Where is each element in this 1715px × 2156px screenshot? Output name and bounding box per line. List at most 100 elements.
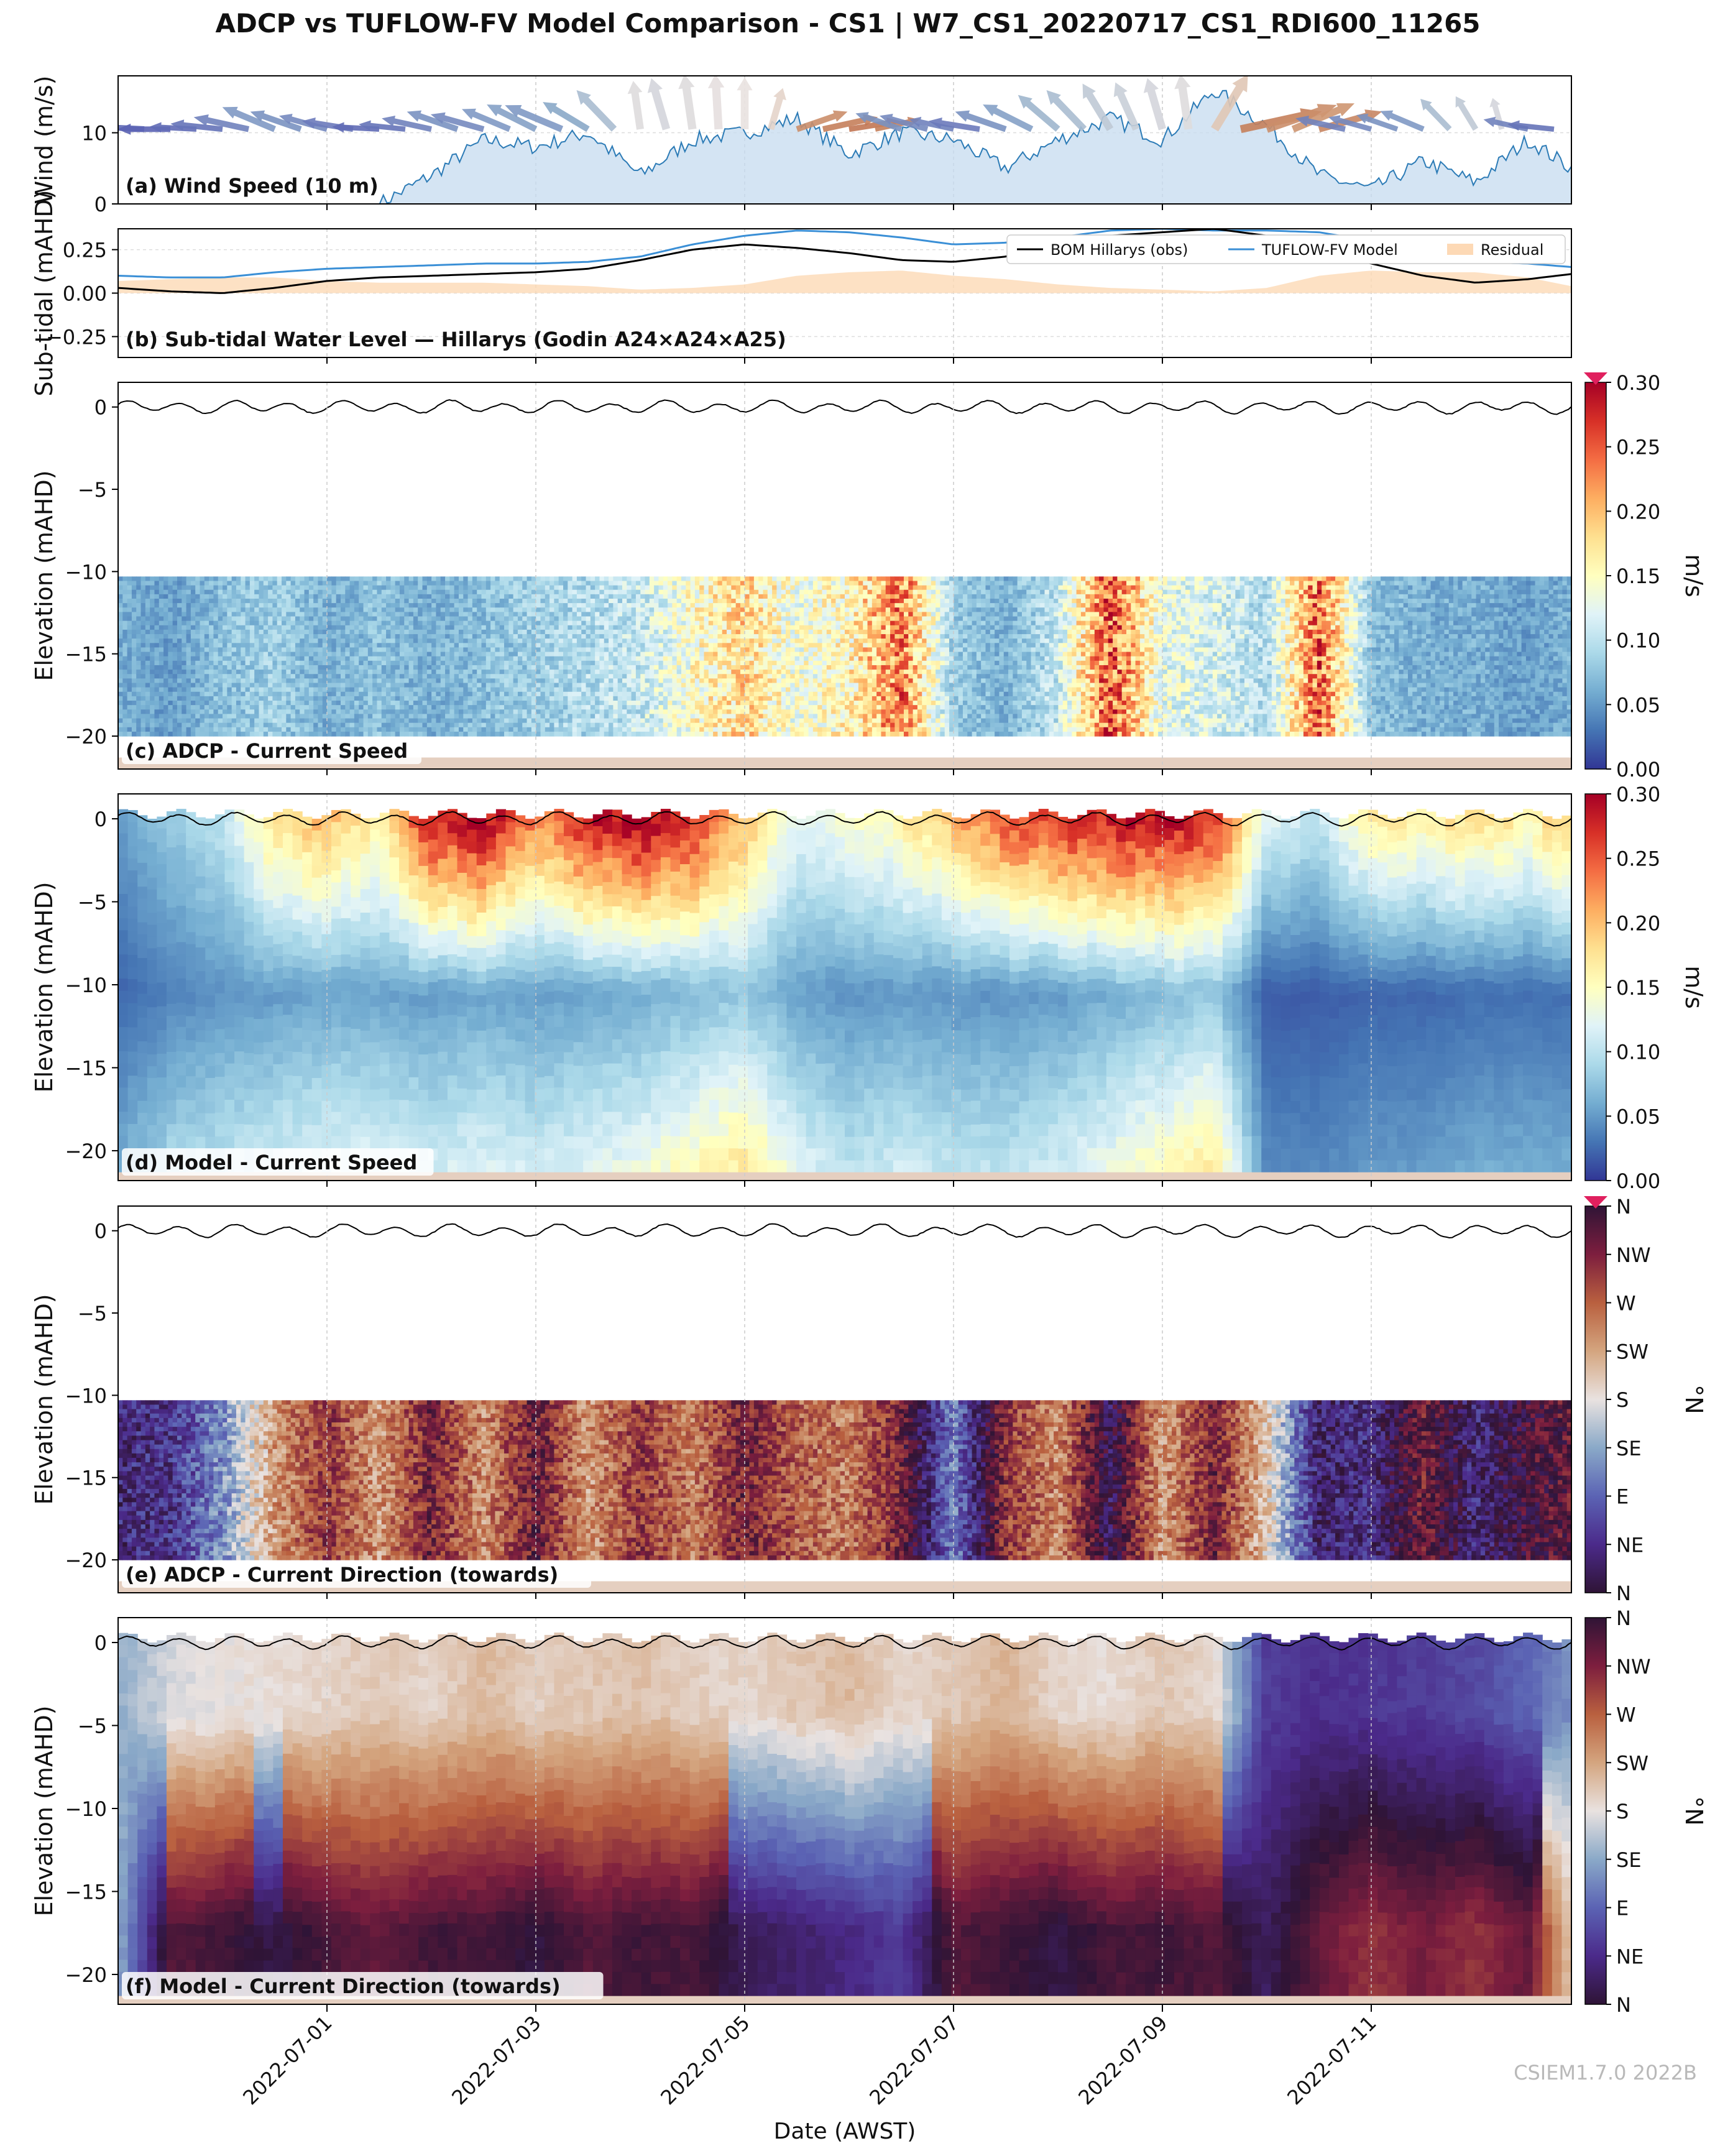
heatmap-cell	[426, 696, 432, 701]
heatmap-cell	[150, 718, 155, 724]
heatmap-cell	[295, 714, 300, 719]
heatmap-cell	[458, 585, 464, 591]
heatmap-cell	[386, 612, 391, 617]
heatmap-cell	[159, 727, 164, 732]
heatmap-cell	[727, 714, 732, 719]
heatmap-cell	[649, 607, 655, 612]
heatmap-cell	[422, 647, 428, 653]
heatmap-cell	[463, 647, 469, 653]
heatmap-cell	[445, 603, 450, 608]
heatmap-cell	[200, 656, 205, 661]
heatmap-cell	[727, 691, 732, 697]
heatmap-cell	[286, 705, 292, 710]
heatmap-cell	[127, 714, 132, 719]
heatmap-cell	[654, 683, 660, 688]
heatmap-cell	[395, 629, 400, 635]
heatmap-cell	[381, 678, 387, 684]
heatmap-cell	[386, 594, 391, 599]
heatmap-cell	[467, 696, 473, 701]
heatmap-cell	[408, 731, 414, 737]
heatmap-cell	[731, 647, 737, 653]
heatmap-cell	[649, 660, 655, 666]
heatmap-cell	[318, 687, 323, 693]
heatmap-cell	[604, 625, 609, 630]
heatmap-cell	[236, 701, 241, 706]
heatmap-cell	[404, 670, 410, 675]
legend-box	[1006, 234, 1566, 264]
heatmap-cell	[622, 665, 627, 670]
heatmap-cell	[377, 598, 382, 604]
heatmap-cell	[286, 634, 292, 639]
heatmap-cell	[722, 718, 727, 724]
heatmap-cell	[613, 647, 618, 653]
heatmap-cell	[708, 665, 714, 670]
heatmap-cell	[395, 616, 400, 622]
heatmap-cell	[127, 731, 132, 737]
heatmap-cell	[381, 709, 387, 714]
heatmap-cell	[195, 629, 201, 635]
heatmap-cell	[635, 656, 641, 661]
heatmap-cell	[395, 660, 400, 666]
heatmap-cell	[690, 585, 696, 591]
heatmap-cell	[363, 701, 369, 706]
heatmap-cell	[690, 576, 696, 582]
heatmap-cell	[140, 638, 146, 643]
heatmap-cell	[617, 727, 623, 732]
heatmap-cell	[290, 660, 296, 666]
heatmap-cell	[595, 585, 600, 591]
heatmap-cell	[245, 616, 251, 622]
heatmap-cell	[159, 643, 164, 648]
heatmap-cell	[458, 581, 464, 586]
heatmap-cell	[727, 594, 732, 599]
heatmap-cell	[504, 727, 509, 732]
heatmap-cell	[140, 620, 146, 626]
heatmap-cell	[485, 714, 491, 719]
heatmap-cell	[545, 620, 550, 626]
heatmap-cell	[127, 607, 132, 612]
heatmap-cell	[209, 634, 214, 639]
heatmap-cell	[504, 665, 509, 670]
heatmap-cell	[590, 705, 595, 710]
heatmap-cell	[422, 727, 428, 732]
heatmap-cell	[277, 585, 282, 591]
heatmap-cell	[182, 634, 187, 639]
heatmap-cell	[268, 670, 274, 675]
heatmap-cell	[282, 701, 287, 706]
heatmap-cell	[568, 612, 573, 617]
heatmap-cell	[345, 709, 351, 714]
heatmap-cell	[595, 670, 600, 675]
heatmap-cell	[549, 714, 554, 719]
heatmap-cell	[713, 678, 719, 684]
heatmap-cell	[522, 652, 528, 657]
axes-frame	[117, 228, 1572, 358]
heatmap-cell	[499, 616, 505, 622]
heatmap-cell	[236, 652, 241, 657]
heatmap-cell	[609, 652, 614, 657]
heatmap-cell	[268, 656, 274, 661]
heatmap-cell	[313, 683, 319, 688]
heatmap-cell	[686, 718, 691, 724]
heatmap-cell	[472, 603, 477, 608]
heatmap-cell	[254, 634, 260, 639]
heatmap-cell	[490, 714, 496, 719]
heatmap-cell	[118, 722, 123, 728]
heatmap-cell	[331, 625, 337, 630]
heatmap-cell	[372, 674, 378, 679]
heatmap-cell	[213, 607, 219, 612]
heatmap-cell	[536, 594, 541, 599]
heatmap-cell	[490, 589, 496, 595]
heatmap-cell	[676, 731, 682, 737]
heatmap-cell	[223, 638, 228, 643]
heatmap-cell	[499, 714, 505, 719]
heatmap-cell	[554, 691, 559, 697]
heatmap-cell	[485, 581, 491, 586]
heatmap-cell	[413, 687, 418, 693]
heatmap-cell	[345, 594, 351, 599]
heatmap-cell	[490, 629, 496, 635]
heatmap-cell	[472, 634, 477, 639]
heatmap-cell	[472, 616, 477, 622]
heatmap-cell	[663, 678, 668, 684]
heatmap-cell	[345, 656, 351, 661]
heatmap-cell	[708, 709, 714, 714]
heatmap-cell	[627, 714, 632, 719]
